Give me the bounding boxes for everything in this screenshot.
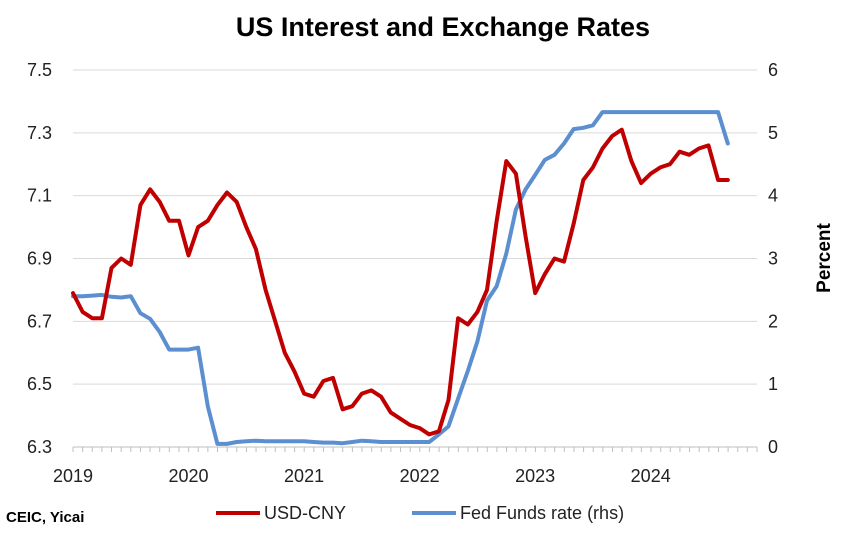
left-y-tick-label: 7.1 — [27, 186, 52, 206]
right-y-tick-label: 2 — [768, 311, 778, 331]
series-lines — [71, 110, 730, 446]
right-y-tick-label: 5 — [768, 123, 778, 143]
left-y-tick-label: 7.5 — [27, 60, 52, 80]
right-y-tick-label: 6 — [768, 60, 778, 80]
left-y-tick-label: 7.3 — [27, 123, 52, 143]
x-tick-label: 2020 — [169, 466, 209, 486]
right-y-axis-title: Percent — [814, 222, 835, 292]
left-y-tick-label: 6.9 — [27, 249, 52, 269]
x-tick-label: 2022 — [400, 466, 440, 486]
series-line — [71, 127, 730, 437]
series-line — [71, 110, 730, 446]
legend: USD-CNY Fed Funds rate (rhs) — [216, 503, 624, 523]
left-y-axis-ticks: 7.5 7.3 7.1 6.9 6.7 6.5 6.3 — [27, 60, 52, 457]
right-y-tick-label: 0 — [768, 437, 778, 457]
right-y-tick-label: 1 — [768, 374, 778, 394]
right-y-axis-ticks: 6 5 4 3 2 1 0 — [768, 60, 778, 457]
left-y-tick-label: 6.7 — [27, 311, 52, 331]
chart-title: US Interest and Exchange Rates — [236, 12, 650, 42]
x-tick-label: 2024 — [631, 466, 671, 486]
x-tick-label: 2023 — [515, 466, 555, 486]
x-tick-label: 2021 — [284, 466, 324, 486]
right-y-tick-label: 3 — [768, 249, 778, 269]
axes — [72, 446, 758, 452]
source-note: CEIC, Yicai — [6, 509, 84, 526]
left-y-tick-label: 6.5 — [27, 374, 52, 394]
right-y-tick-label: 4 — [768, 186, 778, 206]
x-axis-ticks: 2019 2020 2021 2022 2023 2024 — [53, 466, 671, 486]
gridlines — [73, 69, 757, 385]
legend-label: USD-CNY — [264, 503, 346, 523]
left-y-tick-label: 6.3 — [27, 437, 52, 457]
x-tick-label: 2019 — [53, 466, 93, 486]
legend-label: Fed Funds rate (rhs) — [460, 503, 624, 523]
